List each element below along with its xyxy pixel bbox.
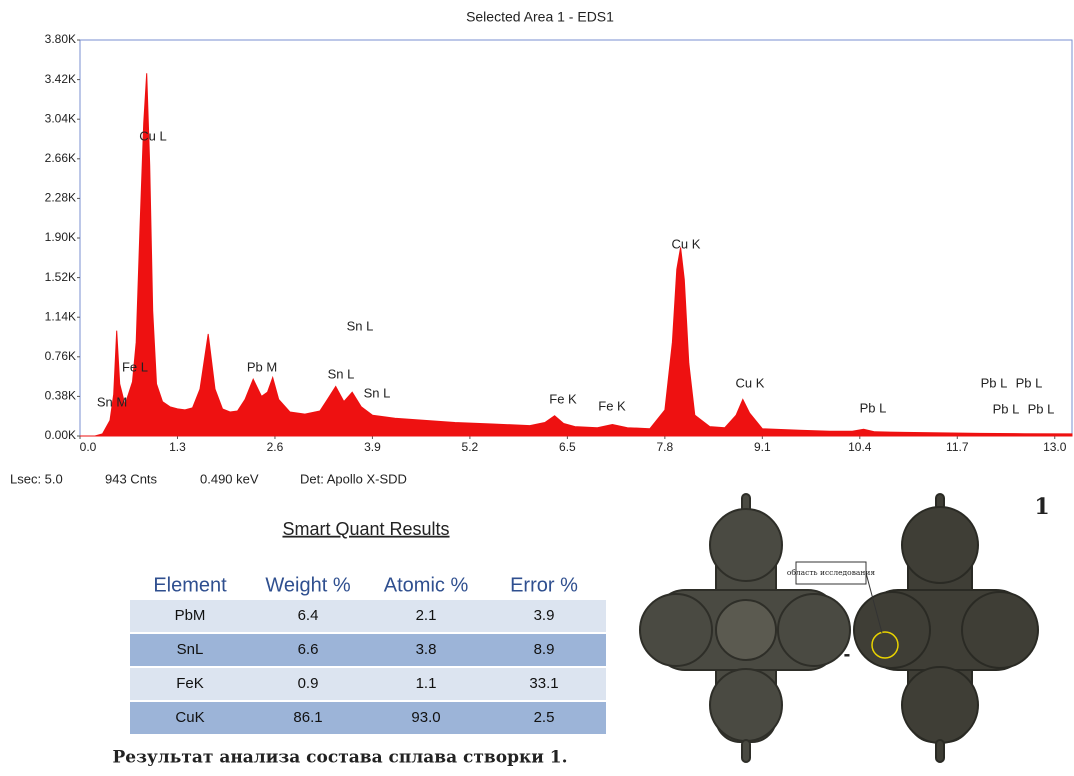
table-cell: 6.6 (298, 641, 319, 658)
x-tick-label: 3.9 (364, 440, 381, 454)
table-cell: 1.1 (416, 675, 437, 692)
table-cell: PbM (175, 607, 206, 624)
page: Selected Area 1 - EDS1 Lsec: 5.0 943 Cnt… (0, 0, 1074, 776)
figure: Selected Area 1 - EDS1 Lsec: 5.0 943 Cnt… (0, 0, 1074, 776)
x-tick-label: 7.8 (657, 440, 674, 454)
peak-label: Cu K (672, 236, 701, 251)
y-tick-label: 1.52K (45, 270, 76, 284)
chart-title: Selected Area 1 - EDS1 (466, 9, 614, 25)
table-header: Weight % (265, 574, 350, 596)
table-cell: 3.8 (416, 641, 437, 658)
x-tick-label: 6.5 (559, 440, 576, 454)
photo-label: область исследования (787, 568, 876, 577)
figure-number: 1 (1034, 494, 1049, 520)
peak-label: Pb L (860, 400, 887, 415)
peak-label: Fe L (122, 359, 148, 374)
peak-label: Pb L (993, 401, 1020, 416)
peak-label: Cu L (139, 128, 166, 143)
y-tick-label: 2.66K (45, 151, 76, 165)
peak-label: Sn M (97, 394, 127, 409)
table-cell: 2.5 (534, 709, 555, 726)
status-text: 943 Cnts (105, 471, 158, 486)
table-cell: 8.9 (534, 641, 555, 658)
table-cell: CuK (175, 709, 204, 726)
y-tick-label: 0.38K (45, 389, 76, 403)
peak-label: Pb L (1016, 375, 1043, 390)
caption: Результат анализа состава сплава створки… (112, 748, 567, 768)
x-tick-label: 5.2 (462, 440, 479, 454)
x-tick-label: 9.1 (754, 440, 771, 454)
y-tick-label: 0.00K (45, 428, 76, 442)
x-tick-label: 10.4 (848, 440, 872, 454)
peak-label: Sn L (347, 318, 374, 333)
peak-label: Pb L (1028, 401, 1055, 416)
peak-label: Sn L (364, 385, 391, 400)
x-tick-label: 11.7 (946, 440, 969, 454)
separator: - (844, 643, 851, 665)
peak-label: Sn L (328, 366, 355, 381)
table-cell: 6.4 (298, 607, 319, 624)
peak-label: Fe K (549, 391, 577, 406)
x-tick-label: 2.6 (267, 440, 284, 454)
y-tick-label: 0.76K (45, 349, 76, 363)
cross-back (854, 494, 1038, 762)
x-tick-label: 13.0 (1043, 440, 1067, 454)
status-text: Det: Apollo X-SDD (300, 471, 407, 486)
spectrum (80, 73, 1072, 436)
y-tick-label: 3.42K (45, 72, 76, 86)
cross-front (640, 494, 850, 762)
peak-label: Fe K (598, 398, 626, 413)
peak-label: Cu K (736, 375, 765, 390)
table-header: Atomic % (384, 574, 469, 596)
table-cell: SnL (177, 641, 204, 658)
peak-label: Pb L (981, 375, 1008, 390)
table-cell: 33.1 (529, 675, 558, 692)
plot-frame (80, 40, 1072, 436)
y-tick-label: 3.80K (45, 32, 76, 46)
table-header: Element (153, 574, 227, 596)
table-cell: 86.1 (293, 709, 322, 726)
x-tick-label: 1.3 (169, 440, 186, 454)
table-cell: 93.0 (411, 709, 440, 726)
peak-label: Pb M (247, 359, 277, 374)
y-tick-label: 2.28K (45, 191, 76, 205)
y-tick-label: 3.04K (45, 111, 76, 125)
status-text: Lsec: 5.0 (10, 471, 63, 486)
table: Element Weight % Atomic % Error % PbM 6.4 2.1 3… (130, 574, 606, 734)
table-header: Error % (510, 574, 578, 596)
x-tick-label: 0.0 (80, 440, 97, 454)
table-title: Smart Quant Results (282, 519, 449, 539)
y-tick-label: 1.14K (45, 309, 76, 323)
table-cell: 0.9 (298, 675, 319, 692)
status-text: 0.490 keV (200, 471, 259, 486)
table-cell: 3.9 (534, 607, 555, 624)
photo: область исследования - 1 (640, 494, 1050, 762)
table-cell: 2.1 (416, 607, 437, 624)
y-tick-label: 1.90K (45, 230, 76, 244)
table-cell: FeK (176, 675, 204, 692)
